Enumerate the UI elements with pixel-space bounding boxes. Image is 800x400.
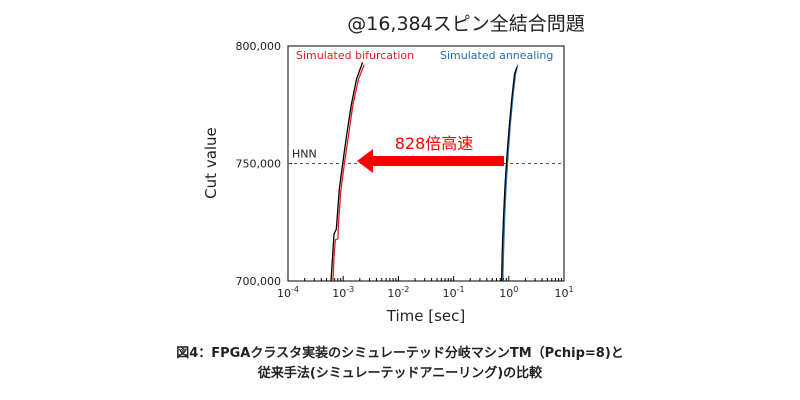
x-tick-label: 101: [554, 285, 573, 300]
x-tick-label: 10-3: [332, 285, 354, 300]
legend-simulated-bifurcation: Simulated bifurcation: [296, 49, 414, 62]
figure-caption-line-2: 従来手法(シミュレーテッドアニーリング)の比較: [257, 365, 543, 381]
y-tick-label: 800,000: [236, 40, 282, 53]
y-tick-label: 750,000: [236, 158, 282, 171]
speedup-arrow: [357, 149, 504, 173]
series-line-3: [500, 66, 518, 281]
series-line-2: [502, 64, 519, 281]
hnn-label: HNN: [292, 148, 317, 161]
x-tick-label: 10-2: [387, 285, 409, 300]
series-line-1: [330, 62, 364, 281]
figure-caption-line-1: 図4：FPGAクラスタ実装のシミュレーテッド分岐マシンTM（Pchip=8)と: [176, 345, 624, 361]
legend-simulated-annealing: Simulated annealing: [440, 49, 553, 62]
speedup-annotation: 828倍高速: [395, 134, 474, 153]
x-tick-label: 100: [499, 285, 518, 300]
y-axis-label: Cut value: [202, 127, 220, 199]
chart-title: @16,384スピン全結合問題: [347, 13, 584, 35]
x-axis-label: Time [sec]: [386, 307, 465, 325]
x-tick-label: 10-4: [277, 285, 299, 300]
series-line-0: [332, 64, 365, 281]
y-tick-label: 700,000: [236, 275, 282, 288]
x-tick-label: 10-1: [443, 285, 465, 300]
